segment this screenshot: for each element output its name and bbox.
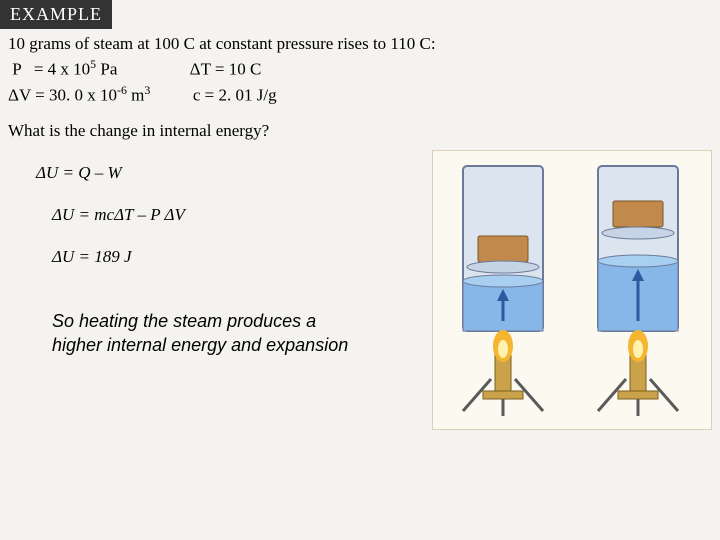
header-label: EXAMPLE <box>10 4 102 24</box>
left-cylinder <box>463 166 543 416</box>
right-cylinder <box>598 166 678 416</box>
diagram-svg <box>433 151 713 431</box>
question-text: What is the change in internal energy? <box>8 121 712 141</box>
given-block: 10 grams of steam at 100 C at constant p… <box>8 33 712 107</box>
given-line-1: 10 grams of steam at 100 C at constant p… <box>8 33 712 56</box>
thermodynamics-diagram <box>432 150 712 430</box>
given-line-3: ΔV = 30. 0 x 10-6 m3 c = 2. 01 J/g <box>8 82 712 108</box>
example-header: EXAMPLE <box>0 0 112 29</box>
given-line-2: P = 4 x 105 Pa ΔT = 10 C <box>8 56 712 82</box>
